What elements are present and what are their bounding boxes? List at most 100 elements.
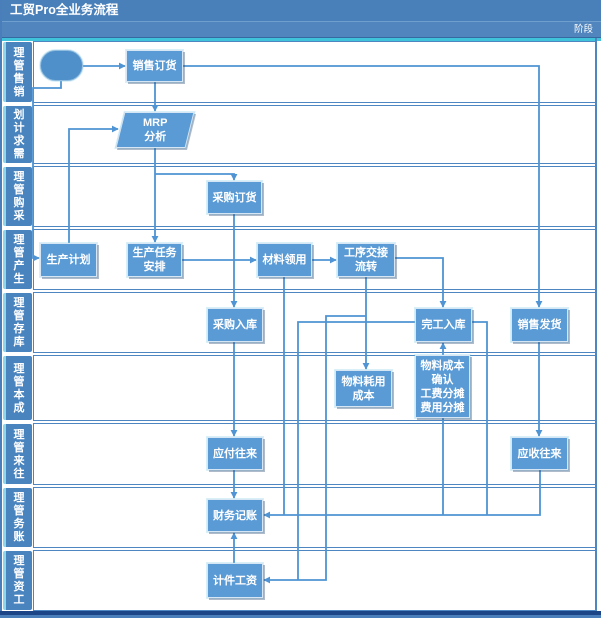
lane-row-cost	[33, 355, 596, 421]
edge-receivable-to-bookkeeping	[263, 470, 541, 519]
node-piece_wage: 计件工资	[207, 563, 263, 598]
edge-production_plan-to-mrp	[68, 125, 119, 243]
lane-label-char: 理	[13, 297, 25, 309]
lane-label-accounting: 理管务账	[3, 488, 32, 547]
page-title: 工贸Pro全业务流程	[0, 0, 601, 22]
lane-label-char: 理	[13, 171, 25, 183]
node-label-process_handover: 工序交接 流转	[344, 247, 388, 273]
lane-label-char: 资	[13, 581, 25, 593]
lane-label-inventory: 理管存库	[3, 293, 32, 352]
lane-label-char: 账	[13, 531, 25, 543]
node-process_handover: 工序交接 流转	[337, 243, 395, 277]
lane-label-char: 理	[13, 234, 25, 246]
lane-label-char: 产	[13, 260, 25, 272]
lane-label-char: 生	[13, 273, 25, 285]
frame-bottom-dark	[0, 611, 601, 615]
lane-label-char: 管	[13, 247, 25, 259]
node-label-payable: 应付往来	[213, 447, 257, 460]
node-payable: 应付往来	[207, 437, 263, 470]
frame-left-border	[0, 0, 2, 618]
node-receivable: 应收往来	[511, 437, 568, 470]
node-mrp: MRP 分析	[115, 112, 195, 148]
node-sales_order: 销售订货	[126, 50, 183, 82]
node-label-production_plan: 生产计划	[46, 254, 91, 266]
node-bookkeeping: 财务记账	[207, 499, 263, 532]
lane-label-purchasing: 理管购采	[3, 167, 32, 226]
lane-label-char: 计	[13, 122, 25, 134]
node-label-bookkeeping: 财务记账	[213, 509, 257, 522]
node-label-sales_delivery: 销售发货	[517, 319, 562, 331]
lane-label-sales: 理管售销	[3, 42, 32, 102]
lane-label-char: 销	[13, 85, 25, 98]
edge-process_handover-to-piece_wage	[263, 315, 366, 584]
node-label-material_cost: 物料耗用 成本	[341, 375, 386, 402]
lane-row-transactions	[33, 423, 596, 485]
lane-label-char: 务	[13, 518, 25, 530]
lane-label-char: 购	[13, 197, 25, 209]
frame-bottom-blue	[0, 615, 601, 618]
node-production_plan: 生产计划	[40, 243, 97, 277]
lane-label-transactions: 理管来往	[3, 424, 32, 484]
node-label-production_task: 生产任务 安排	[132, 247, 177, 273]
node-label-receivable: 应收往来	[517, 447, 562, 460]
phase-accent-strip	[0, 38, 601, 41]
edge-mrp-to-purchase_order	[155, 173, 238, 181]
lane-label-char: 本	[13, 388, 25, 401]
lane-label-char: 采	[13, 210, 25, 222]
edge-completion_receipt-to-piece_wage	[297, 321, 415, 580]
lane-label-char: 成	[13, 401, 25, 414]
lane-row-accounting	[33, 487, 596, 548]
node-sales_delivery: 销售发货	[511, 308, 568, 342]
lane-label-char: 管	[13, 375, 25, 388]
lane-label-char: 管	[13, 441, 25, 454]
phase-column-header: 阶段	[0, 22, 601, 38]
lane-label-cost: 理管本成	[3, 356, 32, 420]
node-label-mrp: MRP 分析	[142, 117, 168, 143]
lane-label-char: 管	[13, 568, 25, 580]
node-material_requisition: 材料领用	[257, 243, 312, 277]
lane-label-char: 管	[13, 59, 25, 72]
lane-label-char: 往	[13, 467, 25, 480]
edge-completion_receipt-to-bookkeeping	[472, 321, 488, 515]
lane-label-char: 管	[13, 505, 25, 517]
edge-start-to-production_plan	[32, 81, 62, 262]
lane-label-char: 管	[13, 184, 25, 196]
node-label-purchase_receipt: 采购入库	[213, 319, 257, 331]
lane-label-char: 库	[13, 336, 25, 348]
lane-label-char: 售	[13, 72, 25, 85]
node-production_task: 生产任务 安排	[127, 243, 182, 277]
node-label-cost_confirm: 物料成本 确认 工费分摊 费用分摊	[420, 359, 465, 414]
node-label-material_requisition: 材料领用	[262, 254, 307, 266]
lane-label-char: 工	[13, 594, 25, 606]
lane-label-production: 理管产生	[3, 230, 32, 289]
lane-label-demand: 划计求需	[3, 106, 32, 163]
lane-label-char: 求	[13, 135, 25, 147]
node-label-sales_order: 销售订货	[132, 60, 177, 72]
lane-row-purchasing	[33, 166, 596, 227]
lane-label-payroll: 理管资工	[3, 551, 32, 610]
lane-label-char: 划	[13, 109, 25, 121]
node-completion_receipt: 完工入库	[415, 308, 472, 342]
lane-label-char: 需	[13, 148, 25, 160]
node-start	[40, 50, 83, 81]
lane-label-char: 理	[13, 492, 25, 504]
frame-right-border	[595, 38, 597, 613]
lane-label-char: 理	[13, 362, 25, 375]
edge-process_handover-to-completion_receipt	[395, 257, 447, 308]
lane-label-char: 理	[13, 46, 25, 59]
node-material_cost: 物料耗用 成本	[335, 370, 392, 407]
lane-label-char: 来	[13, 454, 25, 467]
node-purchase_receipt: 采购入库	[207, 308, 263, 342]
edge-sales_order-to-sales_delivery	[183, 65, 543, 308]
node-label-piece_wage: 计件工资	[213, 574, 257, 587]
node-label-purchase_order: 采购订货	[212, 191, 257, 204]
lane-label-char: 理	[13, 555, 25, 567]
lane-label-char: 理	[13, 428, 25, 441]
node-label-completion_receipt: 完工入库	[421, 319, 466, 331]
lane-label-char: 存	[13, 323, 25, 335]
lane-label-char: 管	[13, 310, 25, 322]
node-cost_confirm: 物料成本 确认 工费分摊 费用分摊	[415, 355, 470, 418]
node-purchase_order: 采购订货	[207, 181, 262, 214]
